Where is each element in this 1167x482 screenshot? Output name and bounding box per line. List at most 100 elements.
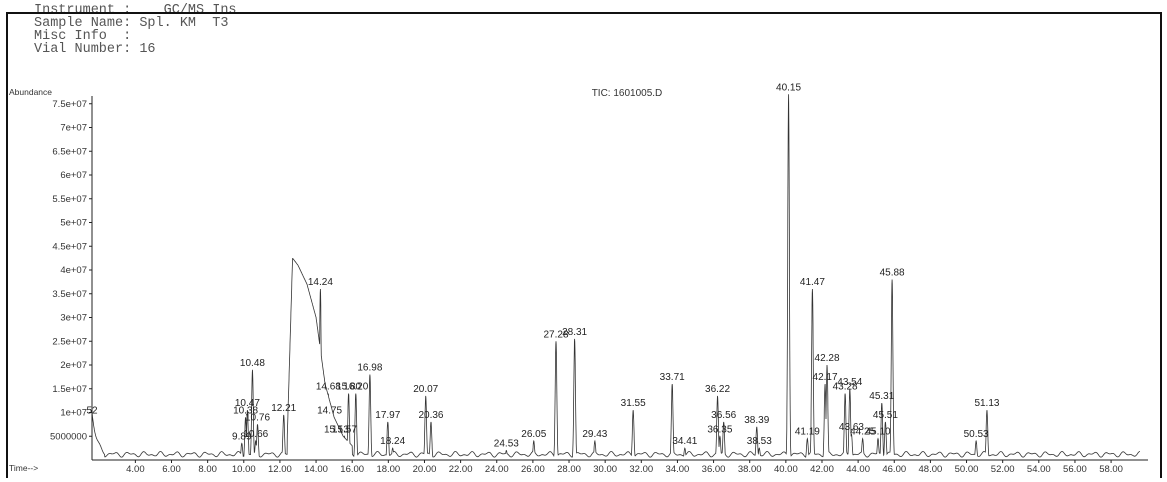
chart-axes bbox=[91, 96, 1148, 461]
y-tick-label: 3.5e+07 bbox=[52, 289, 87, 300]
peak-label: 17.97 bbox=[375, 410, 400, 421]
x-ticks: 4.00 6.00 8.00 10.00 12.00 14.00 16.00 18.00 20.… bbox=[126, 460, 1123, 475]
peak-label: 10.76 bbox=[245, 412, 270, 423]
tic-trace bbox=[91, 94, 1140, 458]
x-tick-label: 6.00 bbox=[162, 464, 181, 475]
peak-label: 14.68 bbox=[316, 382, 341, 393]
peak-label: 42.28 bbox=[815, 353, 840, 364]
y-tick-label: 2e+07 bbox=[60, 360, 87, 371]
x-tick-label: 18.00 bbox=[376, 464, 400, 475]
x-tick-label: 16.00 bbox=[340, 464, 364, 475]
peak-label: 15.80 bbox=[336, 382, 361, 393]
peak-label: 43.54 bbox=[837, 377, 862, 388]
peak-label: 34.41 bbox=[672, 436, 697, 447]
y-tick-label: 4e+07 bbox=[60, 265, 87, 276]
peak-label: 24.53 bbox=[494, 439, 519, 450]
y-tick-label: 4.5e+07 bbox=[52, 241, 87, 252]
x-tick-label: 26.00 bbox=[521, 464, 545, 475]
peak-label: 45.10 bbox=[865, 427, 890, 438]
x-tick-label: 30.00 bbox=[593, 464, 617, 475]
peak-label: 43.28 bbox=[833, 382, 858, 393]
peak-label: 28.31 bbox=[562, 327, 587, 338]
peak-label: 41.47 bbox=[800, 277, 825, 288]
peak-label: 42.17 bbox=[813, 372, 838, 383]
y-tick-label: 1e+07 bbox=[60, 408, 87, 419]
peak-label: 14.75 bbox=[317, 405, 342, 416]
peak-label: 26.05 bbox=[521, 429, 546, 440]
tic-line bbox=[91, 94, 1140, 458]
x-tick-label: 36.00 bbox=[702, 464, 726, 475]
x-tick-label: 38.00 bbox=[738, 464, 762, 475]
peak-label: 10.38 bbox=[233, 405, 258, 416]
peak-label: 38.53 bbox=[747, 436, 772, 447]
peak-label: 50.53 bbox=[964, 429, 989, 440]
x-tick-label: 44.00 bbox=[846, 464, 870, 475]
x-tick-label: 52.00 bbox=[991, 464, 1015, 475]
peak-label: 36.22 bbox=[705, 384, 730, 395]
y-tick-label: 1.5e+07 bbox=[52, 384, 87, 395]
x-tick-label: 8.00 bbox=[198, 464, 217, 475]
x-tick-label: 34.00 bbox=[666, 464, 690, 475]
x-tick-label: 28.00 bbox=[557, 464, 581, 475]
y-axis-label: Abundance bbox=[9, 87, 52, 97]
x-tick-label: 48.00 bbox=[919, 464, 943, 475]
y-tick-label: 2.5e+07 bbox=[52, 336, 87, 347]
y-ticks: 5000000 1e+07 1.5e+07 2e+07 2.5e+07 3e+07 3.5e… bbox=[50, 99, 92, 442]
peak-label: 44.25 bbox=[850, 427, 875, 438]
peak-label: 10.48 bbox=[240, 358, 265, 369]
y-tick-label: 5000000 bbox=[50, 431, 87, 442]
peak-label: 10.66 bbox=[243, 429, 268, 440]
peak-label: 12.21 bbox=[271, 403, 296, 414]
peak-label: 29.43 bbox=[582, 429, 607, 440]
x-tick-label: 58.00 bbox=[1099, 464, 1123, 475]
sample-name-line: Sample Name: Spl. KM T3 bbox=[34, 16, 229, 31]
y-tick-label: 5.5e+07 bbox=[52, 194, 87, 205]
y-tick-label: 7.5e+07 bbox=[52, 99, 87, 110]
peak-label: 45.88 bbox=[880, 268, 905, 279]
peak-label: 43.63 bbox=[839, 422, 864, 433]
x-tick-label: 42.00 bbox=[810, 464, 834, 475]
peak-label: 40.15 bbox=[776, 82, 801, 93]
peak-label: 20.07 bbox=[413, 384, 438, 395]
y-tick-label: 3e+07 bbox=[60, 313, 87, 324]
x-tick-label: 14.00 bbox=[304, 464, 328, 475]
peak-label: 9.89 bbox=[232, 431, 252, 442]
peak-label: 15.57 bbox=[332, 424, 357, 435]
peak-label: 16.98 bbox=[357, 363, 382, 374]
peak-label: 18.24 bbox=[380, 436, 405, 447]
x-tick-label: 32.00 bbox=[629, 464, 653, 475]
x-tick-label: 12.00 bbox=[268, 464, 292, 475]
y-tick-label: 6.5e+07 bbox=[52, 146, 87, 157]
peak-label: 45.51 bbox=[873, 410, 898, 421]
chart-title: TIC: 1601005.D bbox=[592, 88, 663, 99]
peak-label: 16.20 bbox=[343, 382, 368, 393]
peak-label: 15.13 bbox=[324, 424, 349, 435]
peak-label: 10.47 bbox=[235, 398, 260, 409]
x-tick-label: 4.00 bbox=[126, 464, 145, 475]
y-tick-label: 6e+07 bbox=[60, 170, 87, 181]
peak-label: 52 bbox=[86, 405, 98, 416]
peak-label: 45.31 bbox=[869, 391, 894, 402]
peak-label: 33.71 bbox=[660, 372, 685, 383]
vial-number-line: Vial Number: 16 bbox=[34, 42, 156, 57]
y-tick-label: 5e+07 bbox=[60, 218, 87, 229]
peak-label: 27.28 bbox=[543, 329, 568, 340]
misc-info-line: Misc Info : bbox=[34, 29, 132, 44]
chromatogram-frame bbox=[6, 12, 1162, 478]
peak-label: 36.56 bbox=[711, 410, 736, 421]
peak-label: 20.36 bbox=[418, 410, 443, 421]
x-tick-label: 56.00 bbox=[1063, 464, 1087, 475]
x-tick-label: 20.00 bbox=[413, 464, 437, 475]
peak-label: 36.35 bbox=[707, 424, 732, 435]
peak-label: 41.19 bbox=[795, 427, 820, 438]
x-tick-label: 54.00 bbox=[1027, 464, 1051, 475]
x-tick-label: 24.00 bbox=[485, 464, 509, 475]
y-tick-label: 7e+07 bbox=[60, 123, 87, 134]
peak-label: 38.39 bbox=[744, 415, 769, 426]
x-tick-label: 46.00 bbox=[882, 464, 906, 475]
x-tick-label: 10.00 bbox=[232, 464, 256, 475]
x-axis-label: Time--> bbox=[9, 463, 38, 473]
x-tick-label: 22.00 bbox=[449, 464, 473, 475]
